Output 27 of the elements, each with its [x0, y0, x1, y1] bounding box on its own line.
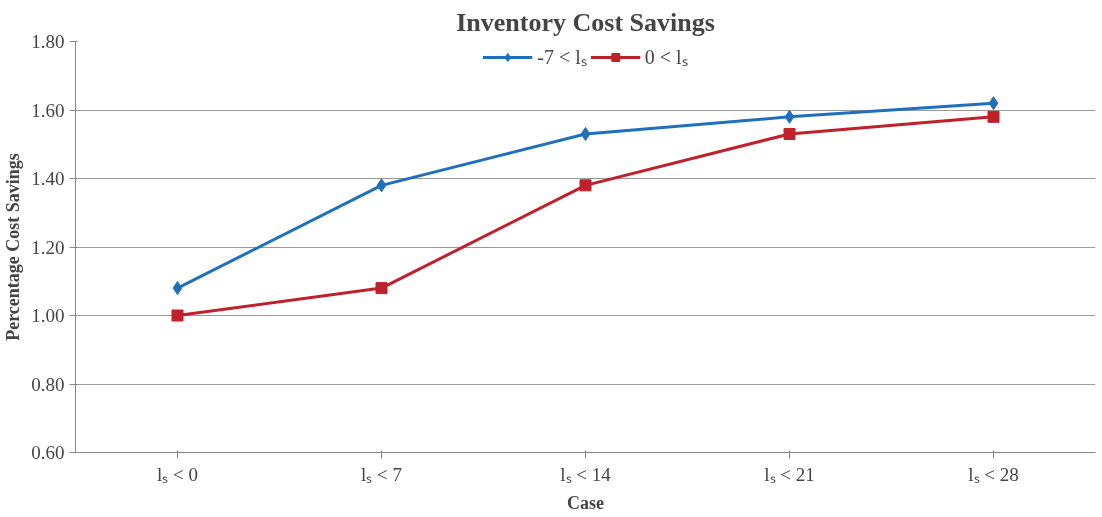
y-axis-title: Percentage Cost Savings: [3, 153, 24, 341]
point: [988, 96, 999, 111]
x-tick-label: lₛ < 14: [560, 463, 612, 485]
point: [783, 127, 796, 140]
point: [987, 110, 1000, 123]
legend-label: 0 < lₛ: [644, 45, 688, 70]
point: [375, 282, 388, 295]
legend-label: -7 < lₛ: [537, 45, 587, 70]
y-tick-label: 0.80: [31, 373, 65, 395]
x-axis-title: Case: [567, 492, 605, 513]
x-tick-label: lₛ < 7: [361, 463, 402, 485]
point: [376, 178, 387, 193]
point: [579, 179, 592, 192]
x-tick-label: lₛ < 0: [157, 463, 198, 485]
y-tick-label: 1.20: [31, 236, 65, 258]
chart-title: Inventory Cost Savings: [456, 7, 715, 37]
x-tick-label: lₛ < 28: [968, 463, 1019, 485]
point: [172, 281, 183, 296]
y-tick-label: 0.60: [31, 442, 65, 463]
point: [784, 109, 795, 124]
x-tick-label: lₛ < 21: [764, 463, 815, 485]
y-tick-label: 1.80: [31, 31, 65, 52]
y-tick-label: 1.00: [31, 305, 65, 326]
point: [580, 126, 591, 141]
point: [171, 309, 184, 322]
y-tick-label: 1.40: [31, 168, 65, 189]
y-tick-label: 1.60: [31, 99, 65, 121]
